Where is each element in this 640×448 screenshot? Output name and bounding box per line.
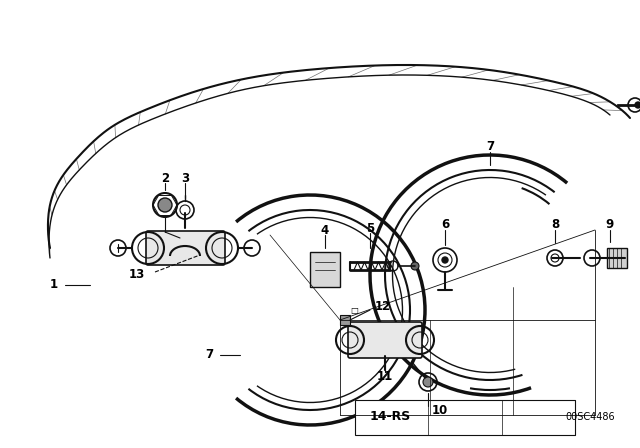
Text: 12: 12	[375, 301, 391, 314]
Text: 1: 1	[50, 279, 58, 292]
Text: 11: 11	[377, 370, 393, 383]
Text: 00SC4486: 00SC4486	[565, 412, 615, 422]
Bar	[607, 248, 627, 268]
Bar	[355, 400, 575, 435]
Circle shape	[411, 262, 419, 270]
Text: 10: 10	[432, 404, 448, 417]
FancyBboxPatch shape	[146, 231, 225, 265]
Circle shape	[442, 257, 448, 263]
Text: 7: 7	[205, 349, 213, 362]
Bar	[340, 315, 350, 325]
Text: 13: 13	[129, 268, 145, 281]
Text: 9: 9	[606, 219, 614, 232]
Circle shape	[158, 198, 172, 212]
Text: 4: 4	[321, 224, 329, 237]
Circle shape	[635, 102, 640, 108]
Text: 7: 7	[486, 141, 494, 154]
Text: 6: 6	[441, 219, 449, 232]
Text: 14-RS: 14-RS	[369, 410, 411, 423]
Text: 5: 5	[366, 221, 374, 234]
Circle shape	[423, 377, 433, 387]
Text: 2: 2	[161, 172, 169, 185]
Bar	[310, 252, 340, 287]
Text: □: □	[350, 306, 358, 314]
Text: 8: 8	[551, 219, 559, 232]
FancyBboxPatch shape	[348, 322, 422, 358]
Text: 3: 3	[181, 172, 189, 185]
